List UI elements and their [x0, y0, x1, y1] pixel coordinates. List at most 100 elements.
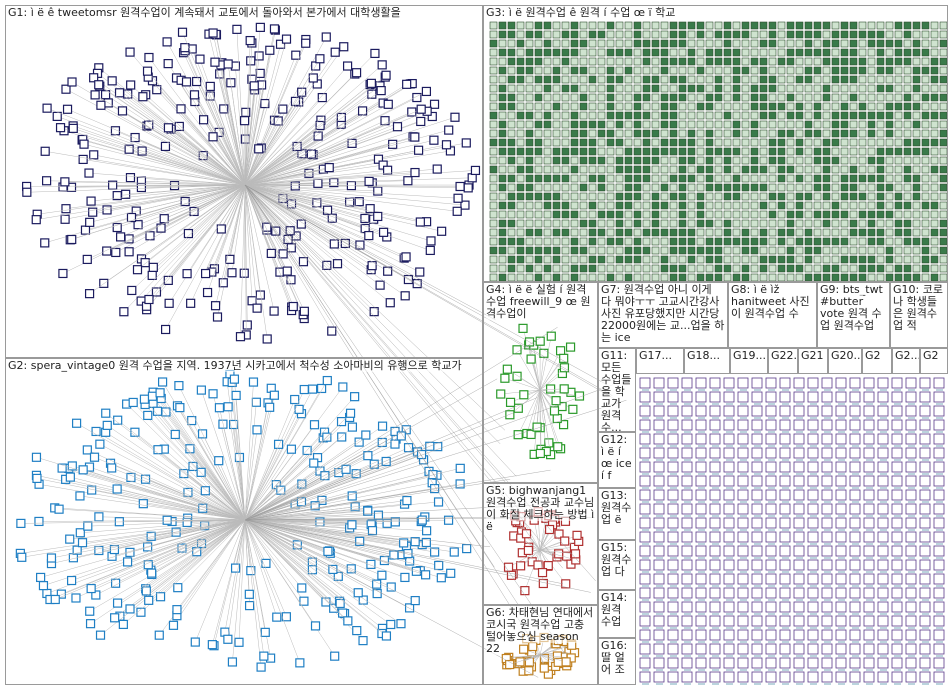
edge [244, 495, 353, 521]
edge [244, 519, 343, 614]
node [462, 544, 472, 554]
node [849, 433, 861, 445]
node [639, 601, 651, 613]
node [181, 77, 192, 87]
node [118, 619, 128, 630]
node [88, 207, 98, 217]
node [737, 643, 749, 655]
node [189, 90, 200, 100]
node [779, 461, 791, 473]
node [779, 419, 791, 431]
node [786, 21, 795, 30]
node [751, 531, 763, 543]
node [489, 21, 498, 30]
node [639, 531, 651, 543]
node [163, 59, 173, 69]
node [633, 30, 642, 39]
edge [83, 469, 246, 521]
node [433, 497, 444, 507]
node [723, 629, 735, 641]
node [315, 120, 325, 131]
edge [161, 398, 246, 521]
edge [98, 84, 246, 186]
node [667, 559, 679, 571]
node [350, 392, 360, 402]
node [653, 559, 665, 571]
node [309, 458, 319, 468]
node [140, 474, 151, 484]
node [821, 489, 833, 501]
node [905, 503, 917, 515]
node [333, 571, 343, 581]
node [765, 587, 777, 599]
node [723, 405, 735, 417]
node [375, 280, 385, 290]
node [124, 144, 134, 154]
edge [244, 396, 355, 521]
node [891, 545, 903, 557]
node [667, 461, 679, 473]
node [807, 643, 819, 655]
node [751, 671, 763, 683]
node [313, 131, 323, 141]
node [357, 106, 368, 116]
node [177, 27, 188, 37]
node [498, 21, 507, 30]
node [723, 545, 735, 557]
node [639, 433, 651, 445]
node [822, 30, 831, 39]
node [793, 545, 805, 557]
node [370, 48, 380, 59]
node [323, 546, 333, 556]
node [298, 257, 309, 267]
edge [151, 519, 246, 574]
edge [73, 125, 246, 186]
node [919, 489, 931, 501]
node [235, 332, 246, 342]
node [256, 662, 266, 672]
node [516, 30, 525, 39]
node [455, 479, 465, 489]
node [42, 103, 52, 113]
node [89, 73, 99, 83]
node [321, 32, 331, 42]
node [933, 489, 945, 501]
node [793, 503, 805, 515]
edge [244, 402, 269, 521]
node [639, 629, 651, 641]
node [681, 475, 693, 487]
node [249, 81, 259, 91]
node [681, 573, 693, 585]
edge [244, 519, 403, 555]
node [877, 475, 889, 487]
node [933, 377, 945, 389]
edge [244, 519, 266, 633]
node [364, 230, 374, 241]
node [373, 211, 383, 222]
node [793, 433, 805, 445]
node [231, 390, 241, 401]
edge [93, 154, 246, 186]
node [768, 30, 777, 39]
node [248, 377, 259, 387]
edge [227, 406, 246, 521]
node [244, 589, 254, 599]
edge [164, 184, 246, 219]
node [432, 164, 442, 174]
node [821, 601, 833, 613]
node [653, 517, 665, 529]
node [273, 439, 284, 449]
node [543, 30, 552, 39]
node [67, 575, 77, 586]
node [639, 657, 651, 669]
node [455, 463, 465, 473]
node [639, 587, 651, 599]
group-label: G5: bighwanjang1 원격수업 전공과 교수님이 화질 체크하는 방… [486, 484, 595, 533]
node [437, 226, 447, 236]
edge [79, 495, 246, 521]
node [714, 21, 723, 30]
node [667, 391, 679, 403]
node [858, 21, 867, 30]
edge [148, 184, 246, 300]
node [779, 391, 791, 403]
